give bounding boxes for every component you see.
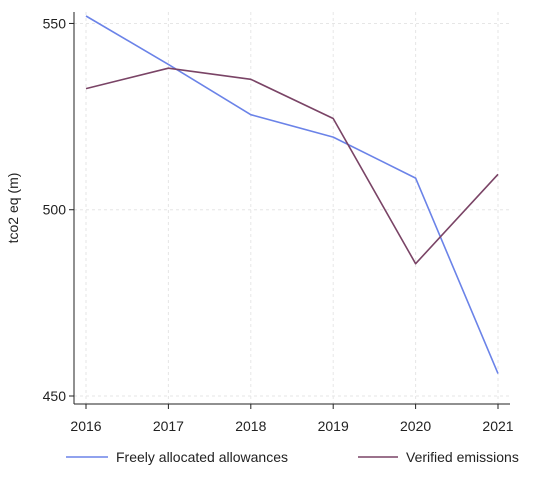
x-tick-label: 2019	[318, 418, 349, 434]
y-tick-label: 450	[43, 388, 67, 404]
grid-lines	[74, 12, 510, 404]
y-tick-label: 500	[43, 202, 67, 218]
series-line-freely-allocated-allowances	[85, 15, 499, 374]
x-ticks: 2016 2017 2018 2019 2020 2021	[70, 404, 514, 434]
x-tick-label: 2021	[482, 418, 513, 434]
y-tick-label: 550	[43, 15, 67, 31]
series-line-verified-emissions	[85, 67, 499, 265]
series-lines	[85, 15, 499, 374]
x-tick-label: 2020	[400, 418, 431, 434]
x-tick-label: 2018	[235, 418, 266, 434]
y-axis-title: tco2 eq (m)	[5, 173, 21, 244]
legend-label: Verified emissions	[406, 449, 519, 465]
legend-label: Freely allocated allowances	[116, 449, 288, 465]
y-ticks: 450 500 550	[43, 15, 74, 404]
x-tick-label: 2016	[70, 418, 101, 434]
axes	[73, 12, 510, 405]
x-tick-label: 2017	[153, 418, 184, 434]
legend: Freely allocated allowances Verified emis…	[66, 449, 519, 465]
